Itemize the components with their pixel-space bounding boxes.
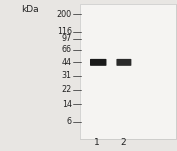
Text: 31: 31 — [62, 71, 72, 80]
Text: 200: 200 — [57, 10, 72, 19]
Bar — [80, 4, 176, 139]
Text: 97: 97 — [61, 34, 72, 43]
Bar — [80, 4, 176, 139]
Text: 14: 14 — [62, 100, 72, 109]
Text: 44: 44 — [62, 58, 72, 67]
FancyBboxPatch shape — [116, 59, 131, 66]
Text: 22: 22 — [61, 85, 72, 94]
Text: 2: 2 — [120, 138, 126, 147]
Text: 1: 1 — [94, 138, 99, 147]
Text: 66: 66 — [62, 45, 72, 54]
Text: kDa: kDa — [21, 5, 39, 14]
Text: 6: 6 — [67, 117, 72, 126]
FancyBboxPatch shape — [90, 59, 107, 66]
Text: 116: 116 — [57, 27, 72, 36]
